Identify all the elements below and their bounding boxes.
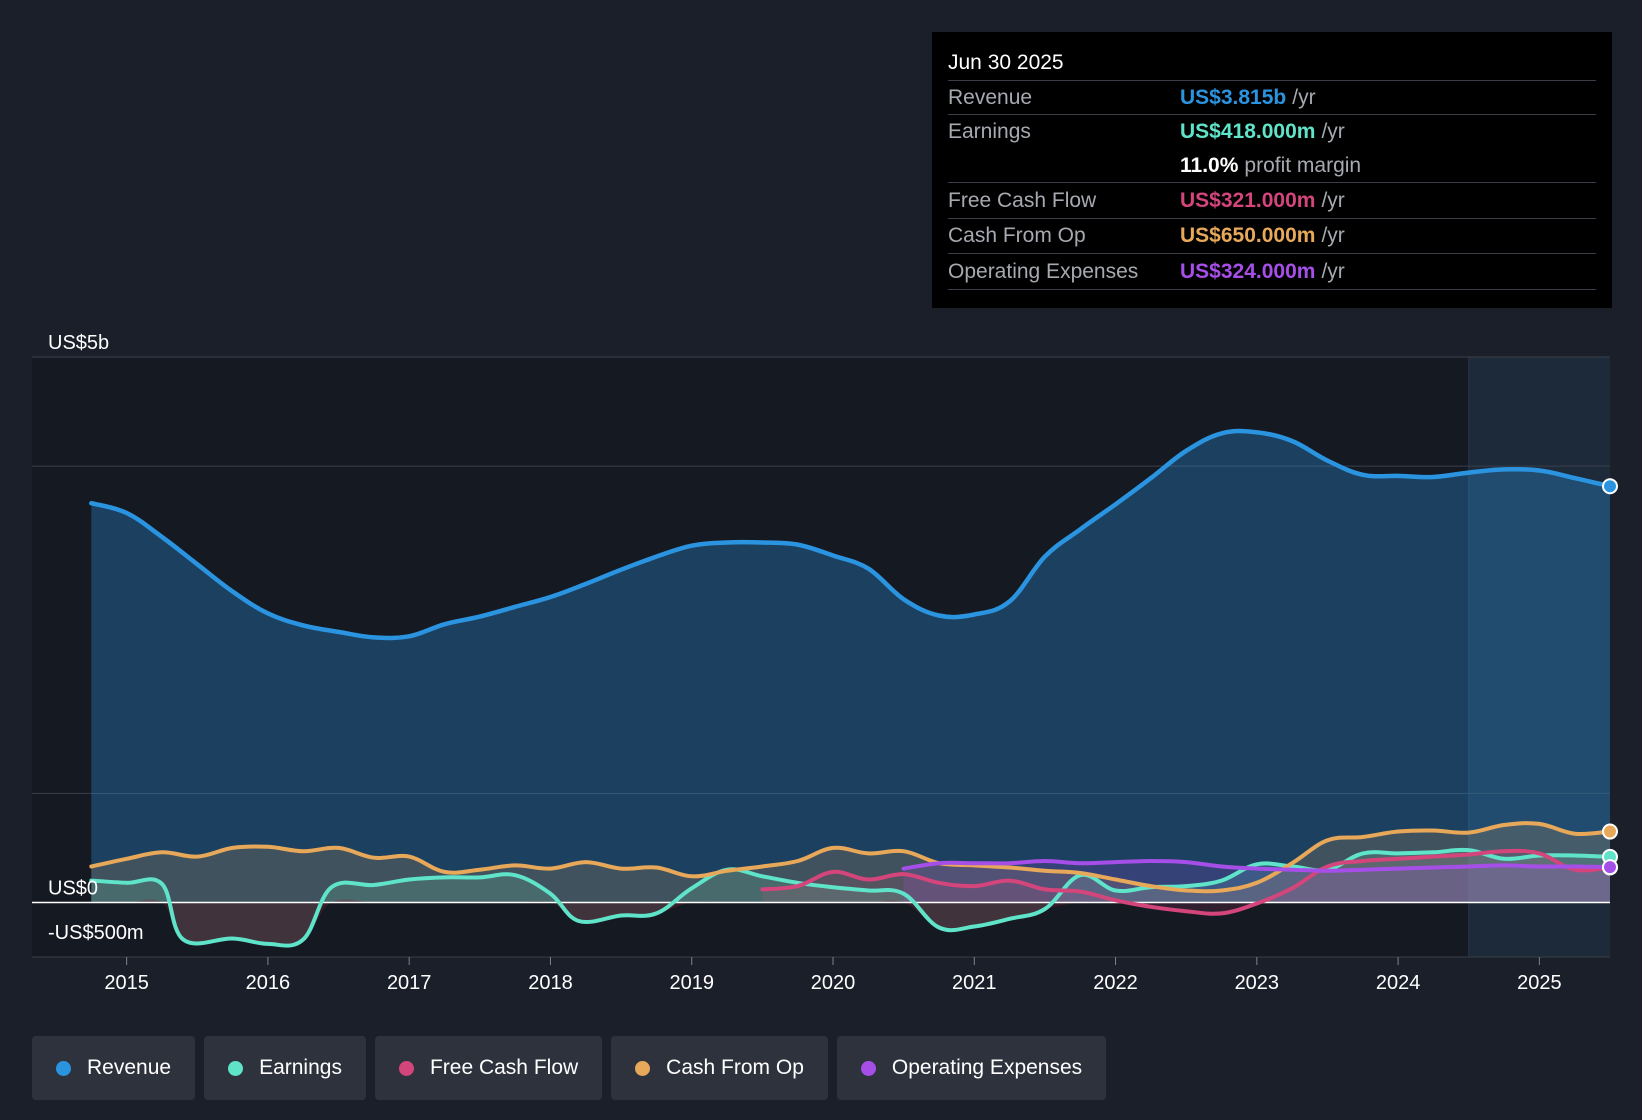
legend-dot-earnings (228, 1060, 244, 1076)
x-tick-label: 2018 (528, 972, 573, 994)
legend-label-cash-from-op: Cash From Op (666, 1056, 804, 1079)
legend-item-operating-expenses[interactable]: Operating Expenses (836, 1036, 1107, 1100)
x-tick-label: 2019 (669, 972, 714, 994)
tooltip-revenue-unit: /yr (1292, 85, 1316, 109)
tooltip-row-cash-from-op: Cash From Op US$650.000m /yr (948, 219, 1596, 254)
tooltip-date: Jun 30 2025 (948, 46, 1596, 81)
tooltip-opex-label: Operating Expenses (948, 259, 1139, 283)
x-tick-label: 2016 (246, 972, 291, 994)
data-tooltip: Jun 30 2025 Revenue US$3.815b /yr Earnin… (932, 32, 1612, 308)
legend-item-cash-from-op[interactable]: Cash From Op (611, 1036, 828, 1100)
legend-item-free-cash-flow[interactable]: Free Cash Flow (374, 1036, 603, 1100)
area-earnings-negative (91, 899, 1610, 945)
line-earnings (89, 847, 1612, 948)
legend-label-revenue: Revenue (87, 1056, 172, 1079)
tooltip-row-free-cash-flow: Free Cash Flow US$321.000m /yr (948, 183, 1596, 219)
tooltip-opex-value: US$324.000m (1180, 259, 1316, 283)
end-marker-operating-expenses (1602, 859, 1618, 876)
legend-label-operating-expenses: Operating Expenses (891, 1056, 1083, 1079)
legend-dot-cash-from-op (635, 1060, 651, 1076)
tooltip-row-revenue: Revenue US$3.815b /yr (948, 81, 1596, 115)
x-tick-label: 2024 (1376, 972, 1421, 994)
area-cash-from-op (91, 823, 1610, 903)
chart-background-layer (32, 357, 1610, 957)
tooltip-margin-value: 11.0% (1180, 153, 1239, 177)
x-tick-label: 2021 (952, 972, 997, 994)
tooltip-row-earnings: Earnings US$418.000m /yr (948, 115, 1596, 149)
x-tick-label: 2017 (387, 972, 432, 994)
y-tick-label: -US$500m (48, 922, 144, 944)
legend-item-revenue[interactable]: Revenue (32, 1036, 196, 1100)
tooltip-cfo-unit: /yr (1321, 224, 1345, 247)
legend-label-earnings: Earnings (259, 1056, 342, 1079)
tooltip-fcf-unit: /yr (1321, 188, 1345, 212)
x-tick-label: 2015 (104, 972, 149, 994)
tooltip-earnings-unit: /yr (1321, 120, 1345, 143)
tooltip-row-margin: 11.0% profit margin (948, 149, 1596, 183)
tooltip-revenue-label: Revenue (948, 85, 1033, 109)
line-free-cash-flow (760, 848, 1612, 916)
line-cash-from-op (89, 821, 1612, 894)
tooltip-earnings-value: US$418.000m (1180, 120, 1316, 143)
tooltip-fcf-label: Free Cash Flow (948, 188, 1097, 212)
chart-gridlines (32, 356, 1610, 958)
y-axis-labels: US$5b US$0 -US$500m (48, 332, 144, 944)
x-tick-label: 2020 (811, 972, 856, 994)
x-tick-label: 2023 (1235, 972, 1280, 994)
legend-dot-operating-expenses (860, 1060, 876, 1076)
tooltip-fcf-value: US$321.000m (1180, 188, 1316, 212)
area-revenue (91, 431, 1610, 903)
tooltip-opex-unit: /yr (1321, 259, 1345, 283)
tooltip-row-operating-expenses: Operating Expenses US$324.000m /yr (948, 254, 1596, 290)
area-earnings (91, 849, 1610, 946)
chart-legend: Revenue Earnings Free Cash Flow Cash Fro… (32, 1036, 1107, 1100)
line-operating-expenses (901, 859, 1612, 873)
x-tick-label: 2025 (1517, 972, 1562, 994)
line-revenue (89, 428, 1613, 641)
tooltip-cfo-label: Cash From Op (948, 224, 1086, 247)
legend-dot-free-cash-flow (398, 1060, 414, 1076)
legend-dot-revenue (56, 1060, 71, 1076)
tooltip-revenue-value: US$3.815b (1180, 85, 1287, 109)
plot-area (32, 357, 1610, 957)
tooltip-cfo-value: US$650.000m (1180, 224, 1316, 247)
end-marker-revenue (1602, 478, 1618, 495)
y-tick-label: US$0 (48, 877, 98, 899)
x-tick-label: 2022 (1093, 972, 1138, 994)
legend-label-free-cash-flow: Free Cash Flow (429, 1056, 579, 1079)
chart-end-markers (1602, 478, 1618, 876)
x-axis-labels: 2015 2016 2017 2018 2019 2020 2021 2022 2023 2024… (104, 957, 1562, 994)
tooltip-earnings-label: Earnings (948, 120, 1031, 143)
chart-series-lines (89, 428, 1613, 948)
legend-item-earnings[interactable]: Earnings (204, 1036, 366, 1100)
y-tick-label: US$5b (48, 332, 109, 354)
tooltip-margin-label: profit margin (1244, 153, 1362, 177)
end-marker-cash-from-op (1602, 823, 1618, 840)
